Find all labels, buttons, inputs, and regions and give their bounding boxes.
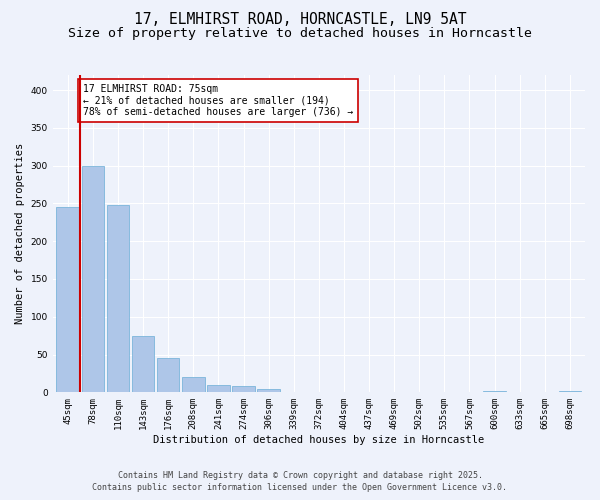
Text: Size of property relative to detached houses in Horncastle: Size of property relative to detached ho… bbox=[68, 28, 532, 40]
Text: Contains public sector information licensed under the Open Government Licence v3: Contains public sector information licen… bbox=[92, 484, 508, 492]
Text: Contains HM Land Registry data © Crown copyright and database right 2025.: Contains HM Land Registry data © Crown c… bbox=[118, 471, 482, 480]
Bar bbox=[257, 388, 280, 392]
Bar bbox=[107, 205, 129, 392]
Y-axis label: Number of detached properties: Number of detached properties bbox=[15, 143, 25, 324]
Bar bbox=[484, 391, 506, 392]
Bar bbox=[56, 207, 79, 392]
Bar bbox=[232, 386, 255, 392]
Text: 17, ELMHIRST ROAD, HORNCASTLE, LN9 5AT: 17, ELMHIRST ROAD, HORNCASTLE, LN9 5AT bbox=[134, 12, 466, 28]
Bar bbox=[559, 391, 581, 392]
Bar bbox=[82, 166, 104, 392]
X-axis label: Distribution of detached houses by size in Horncastle: Distribution of detached houses by size … bbox=[153, 435, 484, 445]
Bar bbox=[182, 377, 205, 392]
Text: 17 ELMHIRST ROAD: 75sqm
← 21% of detached houses are smaller (194)
78% of semi-d: 17 ELMHIRST ROAD: 75sqm ← 21% of detache… bbox=[83, 84, 353, 117]
Bar bbox=[207, 385, 230, 392]
Bar bbox=[132, 336, 154, 392]
Bar bbox=[157, 358, 179, 392]
